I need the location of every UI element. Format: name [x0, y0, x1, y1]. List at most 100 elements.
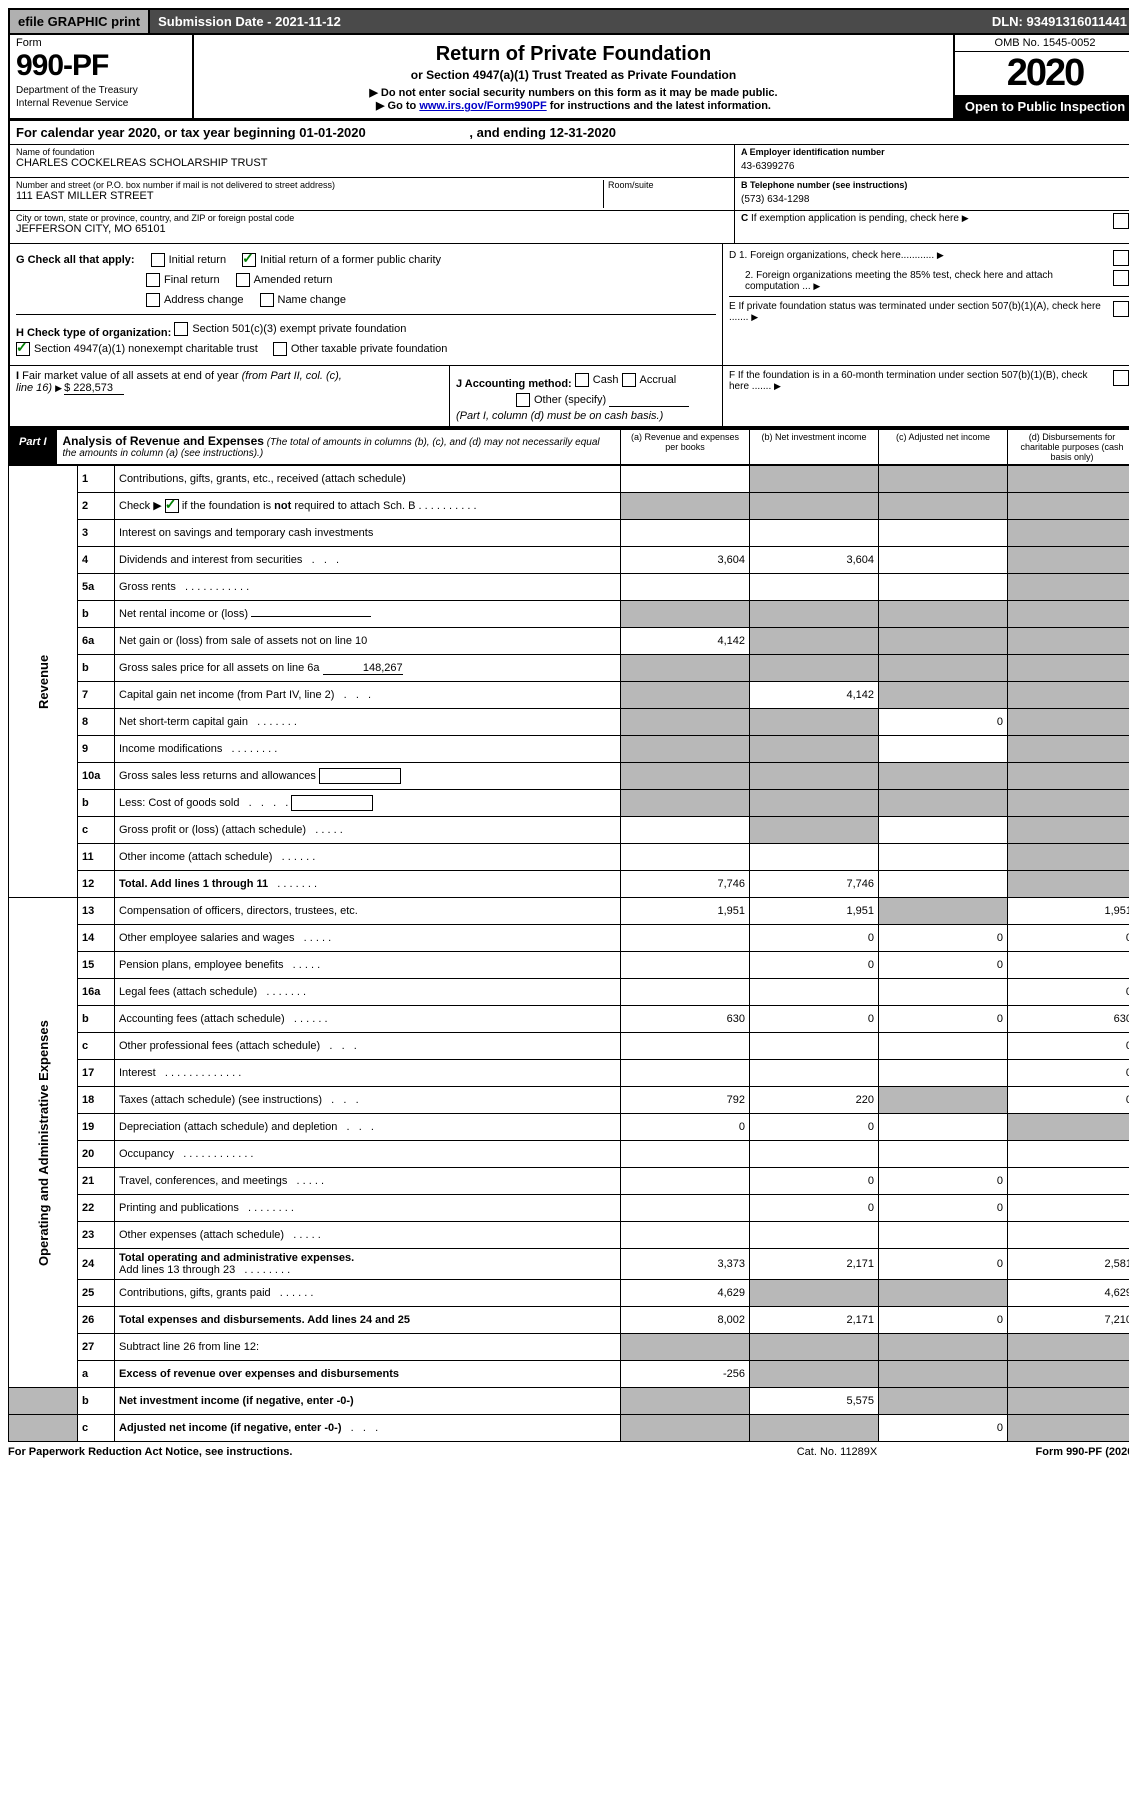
- line-num: 13: [78, 898, 115, 925]
- initial-former-checkbox[interactable]: [242, 253, 256, 267]
- h-4947-checkbox[interactable]: [16, 342, 30, 356]
- instruction-1: ▶ Do not enter social security numbers o…: [202, 86, 945, 99]
- d1-checkbox[interactable]: [1113, 250, 1129, 266]
- line-desc: Gross sales price for all assets on line…: [115, 655, 621, 682]
- line-num: 20: [78, 1141, 115, 1168]
- table-row: 24 Total operating and administrative ex…: [9, 1249, 1129, 1280]
- initial-return-checkbox[interactable]: [151, 253, 165, 267]
- line-num: b: [78, 790, 115, 817]
- line-desc: Other professional fees (attach schedule…: [115, 1033, 621, 1060]
- amount-cell: 630: [621, 1006, 750, 1033]
- form-header: Form 990-PF Department of the Treasury I…: [8, 35, 1129, 121]
- table-row: 4 Dividends and interest from securities…: [9, 547, 1129, 574]
- j-block: J Accounting method: Cash Accrual Other …: [450, 366, 723, 426]
- amount-cell: 0: [750, 925, 879, 952]
- calendar-year-row: For calendar year 2020, or tax year begi…: [8, 121, 1129, 145]
- amount-cell: 5,575: [750, 1388, 879, 1415]
- sch-b-checkbox[interactable]: [165, 499, 179, 513]
- table-row: 2 Check ▶ if the foundation is not requi…: [9, 493, 1129, 520]
- j-label: J Accounting method:: [456, 378, 572, 390]
- accrual-checkbox[interactable]: [622, 373, 636, 387]
- amount-cell: 7,210: [1008, 1307, 1129, 1334]
- amended-return-checkbox[interactable]: [236, 273, 250, 287]
- instr2-suffix: for instructions and the latest informat…: [547, 100, 771, 112]
- col-a-header: (a) Revenue and expenses per books: [621, 430, 750, 464]
- c-checkbox[interactable]: [1113, 213, 1129, 229]
- amount-cell: 7,746: [621, 871, 750, 898]
- amount-cell: 0: [1008, 1033, 1129, 1060]
- amount-cell: 2,171: [750, 1249, 879, 1280]
- foundation-name: CHARLES COCKELREAS SCHOLARSHIP TRUST: [16, 157, 728, 169]
- amount-cell: 4,629: [621, 1280, 750, 1307]
- line-desc: Total expenses and disbursements. Add li…: [115, 1307, 621, 1334]
- i-line16: line 16): [16, 382, 52, 394]
- d2-checkbox[interactable]: [1113, 270, 1129, 286]
- table-row: 15 Pension plans, employee benefits . . …: [9, 952, 1129, 979]
- line-num: 18: [78, 1087, 115, 1114]
- address-change-checkbox[interactable]: [146, 293, 160, 307]
- expenses-side-label: Operating and Administrative Expenses: [9, 898, 78, 1388]
- table-row: 26 Total expenses and disbursements. Add…: [9, 1307, 1129, 1334]
- line-num: b: [78, 655, 115, 682]
- street-label: Number and street (or P.O. box number if…: [16, 180, 603, 190]
- h-opt2: Section 4947(a)(1) nonexempt charitable …: [34, 343, 258, 355]
- table-row: Revenue 1 Contributions, gifts, grants, …: [9, 466, 1129, 493]
- amount-cell: 0: [879, 1006, 1008, 1033]
- d2-label: 2. Foreign organizations meeting the 85%…: [745, 270, 1053, 292]
- amount-cell: 0: [879, 1195, 1008, 1222]
- table-row: 21 Travel, conferences, and meetings . .…: [9, 1168, 1129, 1195]
- cash-checkbox[interactable]: [575, 373, 589, 387]
- department: Department of the Treasury: [16, 85, 186, 96]
- part1-desc: Analysis of Revenue and Expenses (The to…: [57, 430, 621, 464]
- c-row: C If exemption application is pending, c…: [735, 211, 1129, 243]
- amount-cell: 8,002: [621, 1307, 750, 1334]
- amount-cell: 0: [1008, 1087, 1129, 1114]
- ein-row: A Employer identification number 43-6399…: [735, 145, 1129, 178]
- name-change-checkbox[interactable]: [260, 293, 274, 307]
- h-501c3-checkbox[interactable]: [174, 322, 188, 336]
- line-num: 25: [78, 1280, 115, 1307]
- amount-cell: -256: [621, 1361, 750, 1388]
- table-row: 14 Other employee salaries and wages . .…: [9, 925, 1129, 952]
- cal-begin: 01-01-2020: [299, 125, 366, 140]
- amount-cell: 0: [879, 925, 1008, 952]
- col-c-header: (c) Adjusted net income: [879, 430, 1008, 464]
- table-row: Operating and Administrative Expenses 13…: [9, 898, 1129, 925]
- line-desc: Legal fees (attach schedule) . . . . . .…: [115, 979, 621, 1006]
- amount-cell: 0: [1008, 979, 1129, 1006]
- amount-cell: 3,373: [621, 1249, 750, 1280]
- amount-cell: 1,951: [621, 898, 750, 925]
- line-num: c: [78, 1033, 115, 1060]
- i-block: I Fair market value of all assets at end…: [10, 366, 449, 399]
- header-bar: efile GRAPHIC print Submission Date - 20…: [8, 8, 1129, 35]
- i-value: $ 228,573: [64, 382, 124, 395]
- other-checkbox[interactable]: [516, 393, 530, 407]
- irs-link[interactable]: www.irs.gov/Form990PF: [419, 100, 546, 112]
- name-label: Name of foundation: [16, 147, 728, 157]
- line-num: 9: [78, 736, 115, 763]
- h-other-checkbox[interactable]: [273, 342, 287, 356]
- e-checkbox[interactable]: [1113, 301, 1129, 317]
- line-num: 15: [78, 952, 115, 979]
- table-row: 18 Taxes (attach schedule) (see instruct…: [9, 1087, 1129, 1114]
- amount-cell: 0: [879, 952, 1008, 979]
- hij-section: I Fair market value of all assets at end…: [8, 366, 1129, 429]
- f-checkbox[interactable]: [1113, 370, 1129, 386]
- j-note: (Part I, column (d) must be on cash basi…: [456, 410, 663, 422]
- e-label: E If private foundation status was termi…: [729, 301, 1101, 323]
- line-num: b: [78, 1006, 115, 1033]
- name-change-label: Name change: [278, 294, 347, 306]
- amount-cell: 0: [750, 1006, 879, 1033]
- final-return-checkbox[interactable]: [146, 273, 160, 287]
- table-row: b Gross sales price for all assets on li…: [9, 655, 1129, 682]
- name-row: Name of foundation CHARLES COCKELREAS SC…: [10, 145, 734, 178]
- line-desc: Dividends and interest from securities .…: [115, 547, 621, 574]
- line-desc: Check ▶ if the foundation is not require…: [115, 493, 621, 520]
- omb-number: OMB No. 1545-0052: [955, 35, 1129, 52]
- g-section: G Check all that apply: Initial return I…: [8, 244, 1129, 366]
- line-num: 12: [78, 871, 115, 898]
- accrual-label: Accrual: [640, 374, 677, 386]
- amount-cell: 0: [1008, 925, 1129, 952]
- line-num: 21: [78, 1168, 115, 1195]
- cal-mid: , and ending: [469, 125, 549, 140]
